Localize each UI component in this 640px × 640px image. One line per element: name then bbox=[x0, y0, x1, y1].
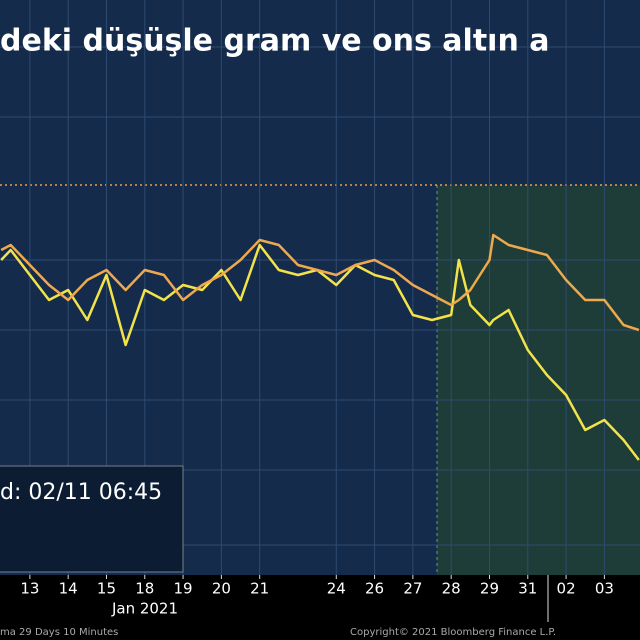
vertical-grid bbox=[29, 0, 605, 575]
x-tick-label: 03 bbox=[595, 580, 614, 598]
x-group-label: Jan 2021 bbox=[111, 600, 178, 618]
x-tick-label: 24 bbox=[327, 580, 346, 598]
x-tick-label: 31 bbox=[518, 580, 537, 598]
series-line bbox=[0, 243, 640, 461]
x-tick-label: 14 bbox=[59, 580, 78, 598]
x-tick-label: 19 bbox=[174, 580, 193, 598]
lines bbox=[0, 233, 640, 461]
x-tick-label: 02 bbox=[557, 580, 576, 598]
x-tick-label: 29 bbox=[480, 580, 499, 598]
x-tick-label: 15 bbox=[97, 580, 116, 598]
highlight-region bbox=[437, 185, 640, 575]
footer-right: Copyright© 2021 Bloomberg Finance L.P. bbox=[350, 627, 556, 638]
x-tick-label: 13 bbox=[20, 580, 39, 598]
series-line bbox=[0, 233, 640, 332]
x-tick-label: 27 bbox=[403, 580, 422, 598]
x-tick-label: 26 bbox=[365, 580, 384, 598]
x-tick-label: 21 bbox=[250, 580, 269, 598]
chart-title: deki düşüşle gram ve ons altın a bbox=[0, 24, 550, 59]
legend-box bbox=[0, 465, 184, 573]
x-axis: 13 14 15 18 19 20 21 24 26 27 28 29 31 02 03 bbox=[20, 575, 614, 598]
x-tick-label: 20 bbox=[212, 580, 231, 598]
x-tick-label: 28 bbox=[442, 580, 461, 598]
footer-left: ma 29 Days 10 Minutes bbox=[0, 627, 118, 638]
x-tick-label: 18 bbox=[135, 580, 154, 598]
legend-text: d: 02/11 06:45 bbox=[0, 480, 162, 505]
